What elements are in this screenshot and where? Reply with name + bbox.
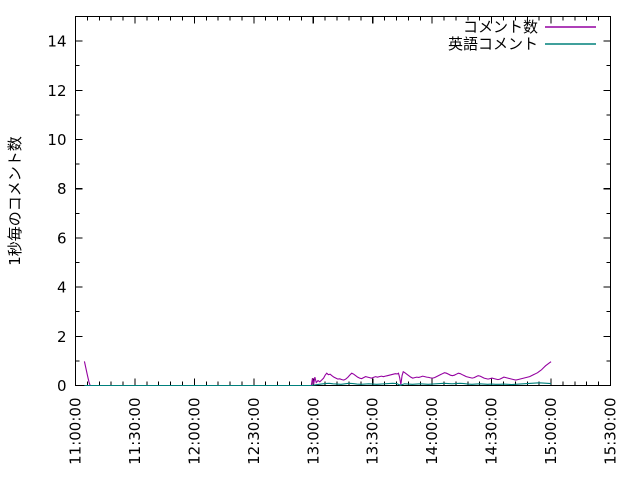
plot-frame-border	[74, 15, 612, 387]
x-tick-label: 12:00:00	[185, 398, 203, 465]
x-tick-label: 13:30:00	[364, 398, 382, 465]
y-tick-label: 14	[47, 33, 66, 51]
series-line-1	[83, 361, 552, 387]
y-tick-label: 2	[57, 328, 67, 346]
x-tick-label: 14:30:00	[483, 398, 501, 465]
x-tick-label: 14:00:00	[423, 398, 441, 465]
y-tick-label: 6	[57, 229, 67, 247]
x-tick-label: 15:30:00	[602, 398, 620, 465]
y-tick-label: 0	[57, 377, 67, 395]
y-tick-label: 12	[47, 82, 66, 100]
legend-label-2: 英語コメント	[448, 35, 538, 53]
x-axis-ticks: 11:00:00 11:30:00 12:00:00 12:30:00 13:00:00…	[67, 16, 620, 465]
plot-frame	[74, 15, 612, 387]
x-tick-label: 12:30:00	[245, 398, 263, 465]
y-tick-label: 8	[57, 180, 67, 198]
y-tick-label: 4	[57, 279, 67, 297]
y-axis-ticks: 0 2 4 6 8 10 12 14	[47, 33, 611, 395]
x-tick-label: 11:00:00	[67, 398, 85, 465]
y-axis-title: 1秒毎のコメント数	[6, 136, 24, 266]
y-tick-label: 10	[47, 131, 66, 149]
legend-label-1: コメント数	[463, 18, 538, 36]
data-series-group	[83, 361, 552, 387]
y-axis-label: 1秒毎のコメント数	[6, 136, 24, 266]
series-line-2	[84, 382, 552, 387]
x-tick-label: 15:00:00	[542, 398, 560, 465]
x-tick-label: 11:30:00	[126, 398, 144, 465]
x-tick-label: 13:00:00	[304, 398, 322, 465]
